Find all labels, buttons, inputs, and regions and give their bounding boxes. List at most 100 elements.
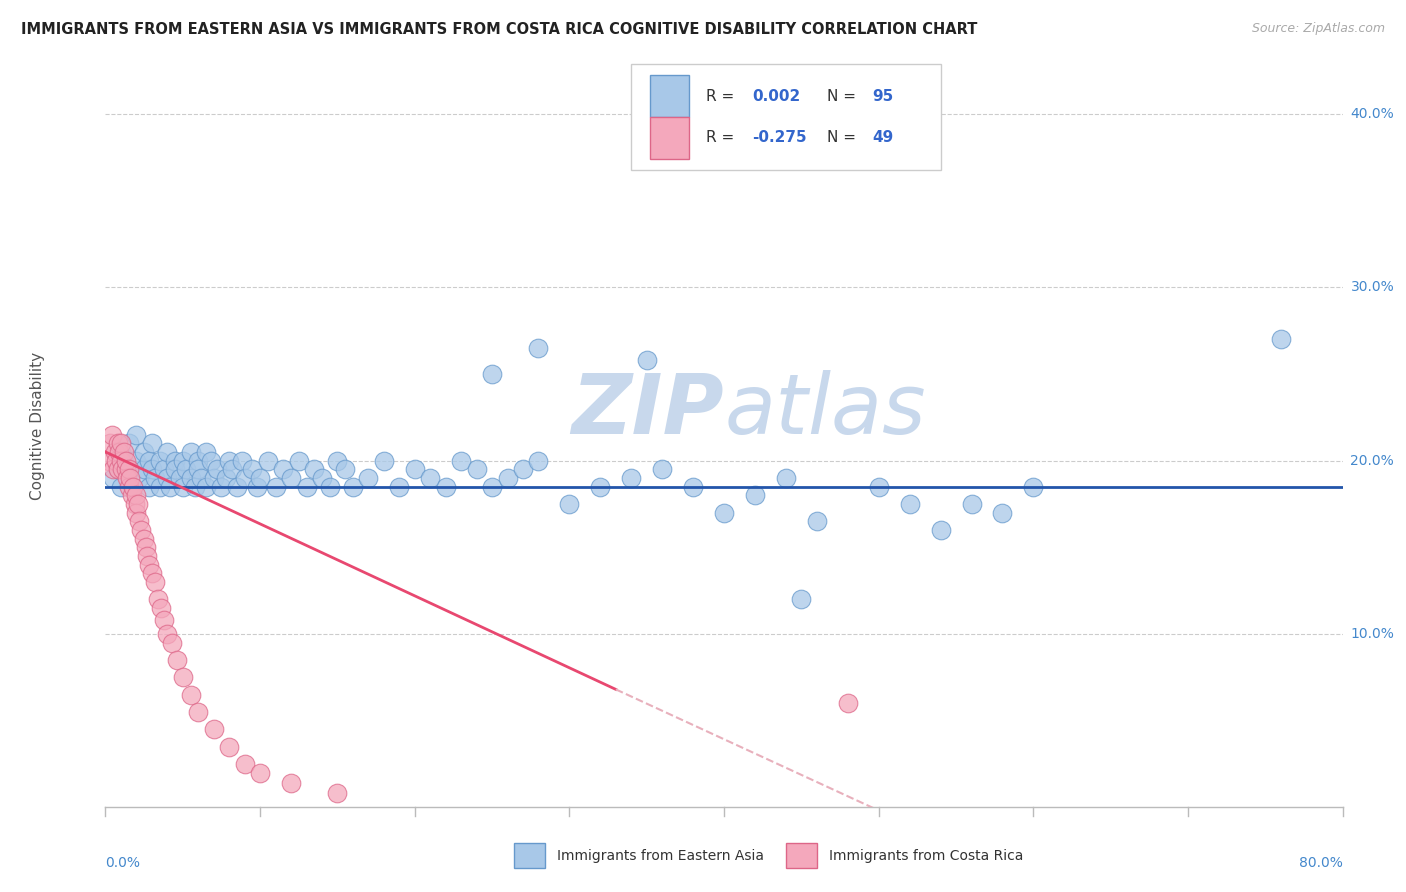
Text: IMMIGRANTS FROM EASTERN ASIA VS IMMIGRANTS FROM COSTA RICA COGNITIVE DISABILITY : IMMIGRANTS FROM EASTERN ASIA VS IMMIGRAN…: [21, 22, 977, 37]
Point: [180, 471, 202, 485]
Point: [110, 480, 132, 494]
Point: [124, 497, 146, 511]
Point: [108, 445, 131, 459]
Point: [97, 453, 120, 467]
Point: [125, 506, 148, 520]
Text: Source: ZipAtlas.com: Source: ZipAtlas.com: [1251, 22, 1385, 36]
Point: [180, 688, 202, 702]
Point: [114, 462, 136, 476]
Point: [107, 462, 129, 476]
Point: [98, 436, 121, 450]
Point: [166, 653, 188, 667]
Point: [112, 453, 135, 467]
Text: 20.0%: 20.0%: [1350, 454, 1395, 467]
Point: [156, 627, 179, 641]
FancyBboxPatch shape: [650, 76, 689, 118]
Point: [107, 462, 129, 476]
Point: [187, 453, 209, 467]
Point: [121, 488, 143, 502]
Point: [184, 480, 207, 494]
Point: [172, 480, 194, 494]
Point: [450, 453, 472, 467]
Text: R =: R =: [706, 89, 738, 104]
Point: [187, 705, 209, 719]
Point: [153, 613, 176, 627]
Point: [100, 427, 122, 442]
Point: [233, 471, 256, 485]
Text: 0.002: 0.002: [752, 89, 801, 104]
Point: [496, 471, 519, 485]
Point: [107, 436, 129, 450]
Point: [249, 765, 271, 780]
Point: [404, 462, 426, 476]
Point: [110, 445, 132, 459]
Point: [419, 471, 441, 485]
Point: [246, 480, 269, 494]
Point: [136, 549, 159, 563]
Point: [342, 480, 364, 494]
Point: [138, 480, 160, 494]
Point: [264, 480, 287, 494]
Point: [135, 541, 157, 555]
Point: [122, 480, 145, 494]
Point: [837, 696, 859, 710]
Point: [129, 523, 152, 537]
Text: 49: 49: [873, 130, 894, 145]
Point: [215, 471, 238, 485]
Point: [125, 427, 148, 442]
Text: 10.0%: 10.0%: [1350, 627, 1395, 641]
Text: N =: N =: [827, 130, 860, 145]
Point: [481, 480, 503, 494]
Point: [110, 436, 132, 450]
Point: [233, 756, 256, 771]
Point: [682, 480, 704, 494]
Point: [273, 462, 295, 476]
Point: [304, 462, 326, 476]
Point: [280, 776, 302, 790]
Point: [190, 471, 212, 485]
Point: [200, 453, 222, 467]
Point: [141, 436, 163, 450]
Text: Immigrants from Costa Rica: Immigrants from Costa Rica: [830, 849, 1024, 863]
Text: N =: N =: [827, 89, 860, 104]
Text: R =: R =: [706, 130, 738, 145]
Point: [929, 523, 952, 537]
Point: [202, 723, 225, 737]
Point: [790, 592, 813, 607]
Point: [527, 453, 550, 467]
Point: [128, 471, 150, 485]
Point: [138, 558, 160, 572]
Text: -0.275: -0.275: [752, 130, 807, 145]
Point: [326, 453, 349, 467]
Point: [118, 436, 141, 450]
Point: [149, 453, 172, 467]
Point: [125, 453, 148, 467]
Point: [153, 462, 176, 476]
Point: [125, 488, 148, 502]
Point: [118, 462, 141, 476]
Point: [118, 480, 141, 494]
FancyBboxPatch shape: [513, 843, 544, 868]
FancyBboxPatch shape: [631, 63, 941, 170]
Point: [318, 480, 342, 494]
Point: [256, 453, 278, 467]
Point: [103, 462, 124, 476]
Point: [620, 471, 643, 485]
Point: [311, 471, 333, 485]
Point: [898, 497, 921, 511]
Text: 80.0%: 80.0%: [1299, 855, 1343, 870]
Point: [156, 471, 179, 485]
Point: [744, 488, 766, 502]
Point: [589, 480, 612, 494]
Point: [187, 462, 209, 476]
Point: [225, 480, 249, 494]
Point: [104, 445, 127, 459]
Point: [150, 601, 173, 615]
Text: 0.0%: 0.0%: [105, 855, 141, 870]
Point: [132, 445, 156, 459]
Point: [169, 471, 191, 485]
Point: [388, 480, 411, 494]
Point: [163, 462, 186, 476]
Point: [120, 471, 142, 485]
Point: [194, 480, 217, 494]
